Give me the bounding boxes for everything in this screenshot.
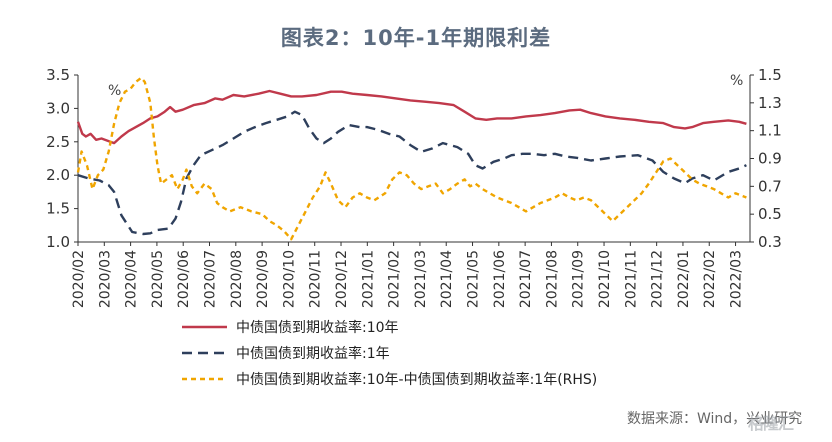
y-left-unit: % (108, 83, 121, 99)
y-left-tick-label: 2.5 (46, 133, 70, 151)
x-tick-label: 2020/12 (334, 250, 350, 308)
y-right-unit: % (730, 73, 743, 89)
x-tick-label: 2022/02 (702, 250, 718, 308)
x-tick-label: 2021/01 (360, 250, 376, 308)
x-tick-label: 2020/04 (124, 250, 140, 308)
y-left-tick-label: 3.5 (46, 66, 70, 84)
y-left-tick-label: 2.0 (46, 166, 70, 184)
x-tick-label: 2021/03 (413, 250, 429, 308)
y-right-tick-label: 0.9 (758, 150, 782, 168)
x-tick-label: 2021/08 (544, 250, 560, 308)
x-tick-label: 2021/09 (571, 250, 587, 308)
y-right-tick-label: 1.1 (758, 122, 782, 140)
series-line-2 (77, 110, 747, 236)
x-tick-label: 2021/12 (650, 250, 666, 308)
x-tick-label: 2022/03 (729, 250, 745, 308)
x-tick-label: 2021/10 (597, 250, 613, 308)
y-left-tick-label: 1.0 (46, 233, 70, 251)
series-layer (76, 76, 747, 241)
y-right-tick-label: 0.3 (758, 233, 782, 251)
x-tick-label: 2022/01 (676, 250, 692, 308)
x-tick-label: 2020/03 (97, 250, 113, 308)
chart-title: 图表2：10年-1年期限利差 (280, 26, 552, 50)
series-line-1 (76, 89, 747, 145)
x-tick-label: 2020/06 (176, 250, 192, 308)
y-right-tick-label: 0.7 (758, 177, 782, 195)
legend-label-1: 中债国债到期收益率:10年 (236, 319, 399, 336)
legend-label-2: 中债国债到期收益率:1年 (236, 345, 390, 362)
x-tick-label: 2021/11 (623, 250, 639, 308)
x-tick-label: 2020/02 (71, 250, 87, 308)
axes: 1.0 1.5 2.0 2.5 3.0 3.5 0.3 0.5 0.7 0.9 1.1 1.3 1.5%… (46, 66, 782, 308)
y-right-tick-label: 1.5 (758, 66, 782, 84)
watermark-logo: 格隆汇 (748, 414, 794, 433)
x-tick-label: 2020/08 (229, 250, 245, 308)
y-right-tick-label: 1.3 (758, 94, 782, 112)
x-tick-label: 2020/07 (203, 250, 219, 308)
x-tick-label: 2020/09 (255, 250, 271, 308)
legend: 中债国债到期收益率:10年中债国债到期收益率:1年中债国债到期收益率:10年-中… (182, 319, 597, 388)
x-tick-label: 2021/02 (387, 250, 403, 308)
legend-label-3: 中债国债到期收益率:10年-中债国债到期收益率:1年(RHS) (236, 371, 597, 388)
x-tick-label: 2020/05 (150, 250, 166, 308)
x-tick-label: 2021/05 (466, 250, 482, 308)
x-tick-label: 2020/11 (308, 250, 324, 308)
x-tick-label: 2021/06 (492, 250, 508, 308)
x-tick-label: 2021/04 (439, 250, 455, 308)
source-note: 数据来源：Wind，兴业研究 (627, 411, 803, 427)
y-left-tick-label: 3.0 (46, 99, 70, 117)
x-tick-label: 2020/10 (281, 250, 297, 308)
y-right-tick-label: 0.5 (758, 205, 782, 223)
y-left-tick-label: 1.5 (46, 200, 70, 218)
series-line-3 (76, 76, 747, 241)
x-tick-label: 2021/07 (518, 250, 534, 308)
